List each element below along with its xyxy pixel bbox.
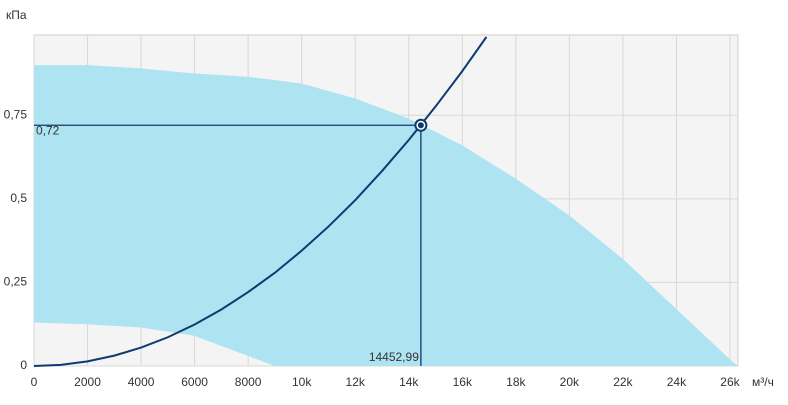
- operating-point: [417, 122, 424, 129]
- system-curve: [33, 36, 488, 367]
- point-x-label: 14452,99: [369, 350, 419, 364]
- working-area: [34, 65, 738, 366]
- point-y-label: 0,72: [36, 123, 60, 137]
- x-axis-label: м³/ч: [752, 375, 774, 389]
- x-tick-label: 0: [31, 375, 38, 389]
- x-tick-label: 6000: [181, 375, 208, 389]
- x-tick-label: 20k: [560, 375, 580, 389]
- y-tick-label: 0,5: [10, 191, 27, 205]
- y-tick-label: 0,75: [4, 107, 28, 121]
- x-tick-label: 16k: [453, 375, 473, 389]
- x-tick-label: 4000: [128, 375, 155, 389]
- x-tick-label: 18k: [506, 375, 526, 389]
- x-tick-label: 22k: [613, 375, 633, 389]
- x-tick-label: 10k: [292, 375, 312, 389]
- x-tick-label: 2000: [74, 375, 101, 389]
- x-tick-label: 24k: [667, 375, 687, 389]
- y-tick-label: 0,25: [4, 275, 28, 289]
- x-tick-label: 14k: [399, 375, 419, 389]
- x-tick-label: 12k: [346, 375, 366, 389]
- x-tick-label: 8000: [235, 375, 262, 389]
- y-axis-label: кПа: [6, 8, 27, 22]
- y-tick-label: 0: [20, 358, 27, 372]
- x-tick-label: 26k: [720, 375, 740, 389]
